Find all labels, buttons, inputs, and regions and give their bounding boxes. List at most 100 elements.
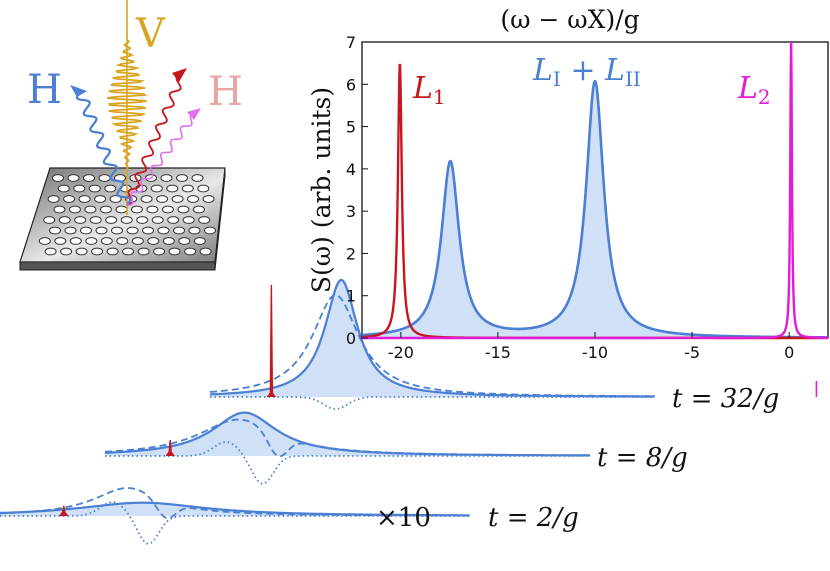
blue-peaks-fill [362, 81, 828, 338]
time-spectrum-fill [0, 502, 470, 516]
slab-hole [157, 226, 170, 235]
time-label-1: t = 8/g [597, 443, 688, 473]
slab-hole [49, 226, 61, 235]
slab-hole [84, 205, 97, 214]
slab-hole [182, 216, 195, 224]
slab-hole [104, 184, 117, 193]
slab-hole [47, 195, 60, 203]
slab-hole [177, 205, 190, 214]
y-tick-label: 6 [346, 75, 356, 94]
main-chart: -20 -15 -10 -5 0 0 1 2 3 4 5 6 7 (ω − ωX)/g S(ω) (ar… [307, 5, 829, 362]
red-h-wave-icon [126, 68, 187, 206]
slab-hole [58, 216, 71, 224]
slab-hole [116, 237, 129, 245]
slab-hole [98, 174, 111, 182]
slab-hole [53, 205, 66, 214]
slab-hole [146, 205, 159, 214]
time-spectrum-2: t = 2/g ×10 [0, 487, 579, 545]
time-spectrum-1: t = 8/g [105, 411, 688, 485]
slab-hole [181, 184, 194, 193]
slab-hole [122, 247, 135, 256]
time-label-0: t = 32/g [672, 384, 779, 414]
time-spectrum-fill [210, 280, 655, 397]
label-L2: L2 [737, 71, 771, 109]
y-tick-label: 0 [346, 329, 356, 348]
slab-hole [60, 247, 73, 256]
slab-hole [188, 226, 201, 235]
slab-hole [75, 247, 88, 256]
slab-hole [166, 184, 179, 193]
slab-hole [99, 205, 112, 214]
slab-hole [44, 247, 57, 256]
slab-hole [184, 247, 197, 256]
slab-hole [89, 216, 102, 224]
time-spectrum-fill [105, 412, 590, 456]
slab-hole [100, 237, 113, 245]
slab-hole [187, 195, 200, 203]
y-tick-label: 4 [346, 160, 356, 179]
slab-hole [109, 195, 122, 203]
h-left-label: H [27, 67, 62, 113]
x-tick-label: -5 [684, 343, 700, 362]
slab-hole [167, 216, 180, 224]
slab-hole [151, 216, 164, 224]
slab-hole [106, 247, 119, 256]
pink-h-wave-icon [127, 108, 201, 206]
slab-hole [115, 205, 128, 214]
slab-hole [80, 226, 92, 235]
slab-hole [91, 247, 104, 256]
x-tick-label: -20 [388, 343, 414, 362]
time-spectrum-red-peak [165, 439, 175, 457]
slab-hole [173, 226, 185, 235]
slab-hole [156, 195, 169, 203]
slab-hole [131, 237, 144, 245]
chart-ticks: -20 -15 -10 -5 0 0 1 2 3 4 5 6 7 [346, 33, 794, 362]
slab-hole [178, 237, 191, 245]
series-labels: L1 LI + LII L2 [412, 53, 771, 109]
slab-hole [160, 174, 173, 182]
chart-title: (ω − ωX)/g [500, 5, 639, 34]
slab-hole [73, 184, 86, 193]
slab-hole [142, 226, 154, 235]
time-spectrum-solid [209, 278, 655, 398]
slab-hole [136, 216, 149, 224]
y-tick-label: 1 [346, 287, 356, 306]
slab-hole [38, 237, 51, 245]
y-axis-title: S(ω) (arb. units) [307, 87, 336, 293]
slab-hole [130, 205, 143, 214]
label-LI-LII: LI + LII [532, 53, 641, 91]
y-tick-label: 2 [346, 244, 356, 263]
slab-hole [88, 184, 101, 193]
slab-hole [74, 216, 87, 224]
slab-hole [193, 237, 206, 245]
slab-hole [111, 226, 123, 235]
time-spectrum-dotted [210, 396, 655, 410]
slab-hole [43, 216, 56, 224]
emitted-h-wave-icon [70, 85, 132, 206]
slab-hole [147, 237, 160, 245]
slab-hole [67, 174, 80, 182]
slab-hole [94, 195, 107, 203]
slab-hole [57, 184, 70, 193]
photonic-crystal-slab-icon [19, 167, 226, 271]
incident-v-pulse-icon [107, 0, 148, 215]
time-spectrum-red-peak [266, 284, 276, 398]
slab-hole [150, 184, 163, 193]
slab-hole [120, 216, 133, 224]
x-tick-label: -15 [485, 343, 511, 362]
slab-hole [176, 174, 188, 182]
slab-hole [204, 226, 216, 235]
x-tick-label: -10 [582, 343, 608, 362]
y-tick-label: 5 [346, 118, 356, 137]
slab-hole [83, 174, 95, 182]
slab-hole [202, 195, 215, 203]
slab-hole [198, 216, 211, 224]
label-L1: L1 [412, 71, 446, 109]
series-LI-LII-line [361, 79, 828, 339]
slab-hole [64, 226, 77, 235]
time-spectrum-solid [105, 411, 590, 457]
slab-hole [168, 247, 181, 256]
slab-hole [162, 237, 175, 245]
slab-hole [126, 226, 139, 235]
